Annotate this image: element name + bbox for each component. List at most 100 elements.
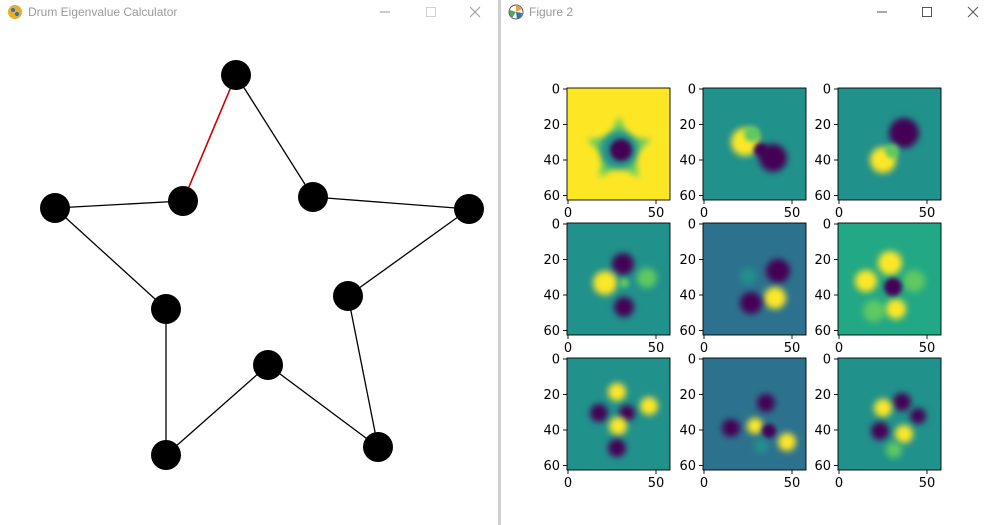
drum-canvas[interactable] (0, 24, 498, 525)
star-node[interactable] (168, 186, 198, 216)
titlebar[interactable]: Drum Eigenvalue Calculator (0, 0, 498, 24)
star-node[interactable] (151, 440, 181, 470)
y-tick-label: 0 (688, 353, 696, 368)
heatmap-blob (895, 425, 913, 443)
titlebar[interactable]: Figure 2 (501, 0, 993, 24)
star-edge (347, 295, 379, 448)
x-tick-label: 0 (564, 341, 572, 356)
figure-window: Figure 2 0 20 40 60 0 50 0 20 40 60 0 50 0 20 40 60 0 50 0… (501, 0, 993, 525)
heatmap-blob (874, 399, 892, 417)
heatmap-blob (886, 442, 902, 458)
heatmap-blob (593, 271, 617, 295)
y-tick-label: 0 (823, 218, 831, 233)
window-title: Drum Eigenvalue Calculator (28, 5, 178, 19)
heatmap-blob (740, 292, 762, 314)
heatmap-blob (884, 278, 902, 296)
y-tick-label: 40 (543, 289, 560, 304)
heatmap-blob (871, 422, 889, 440)
x-tick-label: 50 (784, 476, 801, 491)
eigenmode-panel-8: 0 20 40 60 0 50 (679, 353, 807, 491)
maximize-button[interactable] (904, 0, 950, 24)
star-edge (267, 364, 379, 448)
x-tick-label: 50 (919, 341, 936, 356)
python-snake-icon (8, 5, 22, 19)
heatmap-blob (608, 383, 626, 401)
x-tick-label: 0 (835, 341, 843, 356)
y-tick-label: 40 (679, 154, 696, 169)
heatmap-blob (609, 417, 627, 435)
minimize-button[interactable] (859, 0, 905, 24)
heatmap-blob (740, 268, 756, 284)
close-icon (967, 6, 979, 18)
heatmap-blob (893, 393, 911, 411)
x-tick-label: 50 (648, 341, 665, 356)
y-tick-label: 40 (543, 424, 560, 439)
minimize-icon (380, 11, 390, 13)
heatmap-blob (744, 126, 760, 142)
y-tick-label: 60 (543, 324, 560, 339)
y-tick-label: 20 (814, 388, 831, 403)
heatmap-blob (910, 408, 926, 424)
y-tick-label: 60 (679, 324, 696, 339)
heatmap-background (703, 358, 806, 470)
heatmap-blob (855, 270, 877, 292)
heatmap-blob (886, 299, 906, 319)
eigenmode-figure[interactable]: 0 20 40 60 0 50 0 20 40 60 0 50 0 20 40 60 0 50 0 20 40 60 0 50… (501, 24, 993, 525)
star-node[interactable] (298, 182, 328, 212)
star-node[interactable] (151, 294, 181, 324)
heatmap-blob (863, 300, 885, 322)
eigenmode-panel-9: 0 20 40 60 0 50 (814, 353, 942, 491)
x-tick-label: 0 (700, 206, 708, 221)
minimize-button[interactable] (362, 0, 408, 24)
y-tick-label: 0 (552, 83, 560, 98)
y-tick-label: 60 (814, 324, 831, 339)
close-button[interactable] (950, 0, 993, 24)
eigenmode-panel-5: 0 20 40 60 0 50 (679, 218, 807, 356)
heatmap-blob (754, 439, 768, 453)
heatmap-blob (878, 251, 902, 275)
star-node[interactable] (454, 194, 484, 224)
y-tick-label: 40 (814, 154, 831, 169)
star-edge (54, 200, 184, 209)
heatmap-blob (754, 143, 768, 157)
x-tick-label: 0 (700, 476, 708, 491)
y-tick-label: 40 (814, 424, 831, 439)
star-edge-active (182, 74, 237, 202)
eigenmode-panel-7: 0 20 40 60 0 50 (543, 353, 671, 491)
drum-calculator-window: Drum Eigenvalue Calculator (0, 0, 498, 525)
axes-frame (702, 222, 807, 336)
x-tick-label: 0 (835, 206, 843, 221)
x-tick-label: 0 (564, 206, 572, 221)
star-node[interactable] (363, 432, 393, 462)
close-icon (469, 6, 481, 18)
axes-frame (566, 222, 671, 336)
heatmap-blob (762, 424, 776, 438)
y-tick-label: 60 (543, 459, 560, 474)
star-edge (312, 196, 470, 210)
x-tick-label: 50 (648, 476, 665, 491)
star-node[interactable] (40, 193, 70, 223)
star-node[interactable] (253, 350, 283, 380)
heatmap-blob (764, 287, 786, 309)
heatmap-blob (640, 397, 658, 415)
heatmap-blob (610, 139, 632, 161)
eigenmode-panel-3: 0 20 40 60 0 50 (814, 83, 942, 221)
maximize-button[interactable] (408, 0, 454, 24)
y-tick-label: 20 (543, 388, 560, 403)
x-tick-label: 50 (784, 341, 801, 356)
y-tick-label: 20 (679, 118, 696, 133)
star-node[interactable] (333, 281, 363, 311)
star-node[interactable] (221, 60, 251, 90)
eigenmode-panel-4: 0 20 40 60 0 50 (543, 218, 671, 356)
star-nodes[interactable] (40, 60, 484, 470)
y-tick-label: 40 (679, 424, 696, 439)
eigenmode-panel-6: 0 20 40 60 0 50 (814, 218, 942, 356)
y-tick-label: 20 (814, 118, 831, 133)
close-button[interactable] (452, 0, 498, 24)
axes-frame (837, 357, 942, 471)
matplotlib-icon (508, 4, 524, 20)
y-tick-label: 20 (543, 118, 560, 133)
y-tick-label: 60 (814, 459, 831, 474)
heatmap-blob (619, 405, 635, 421)
heatmap-blob (889, 118, 919, 148)
